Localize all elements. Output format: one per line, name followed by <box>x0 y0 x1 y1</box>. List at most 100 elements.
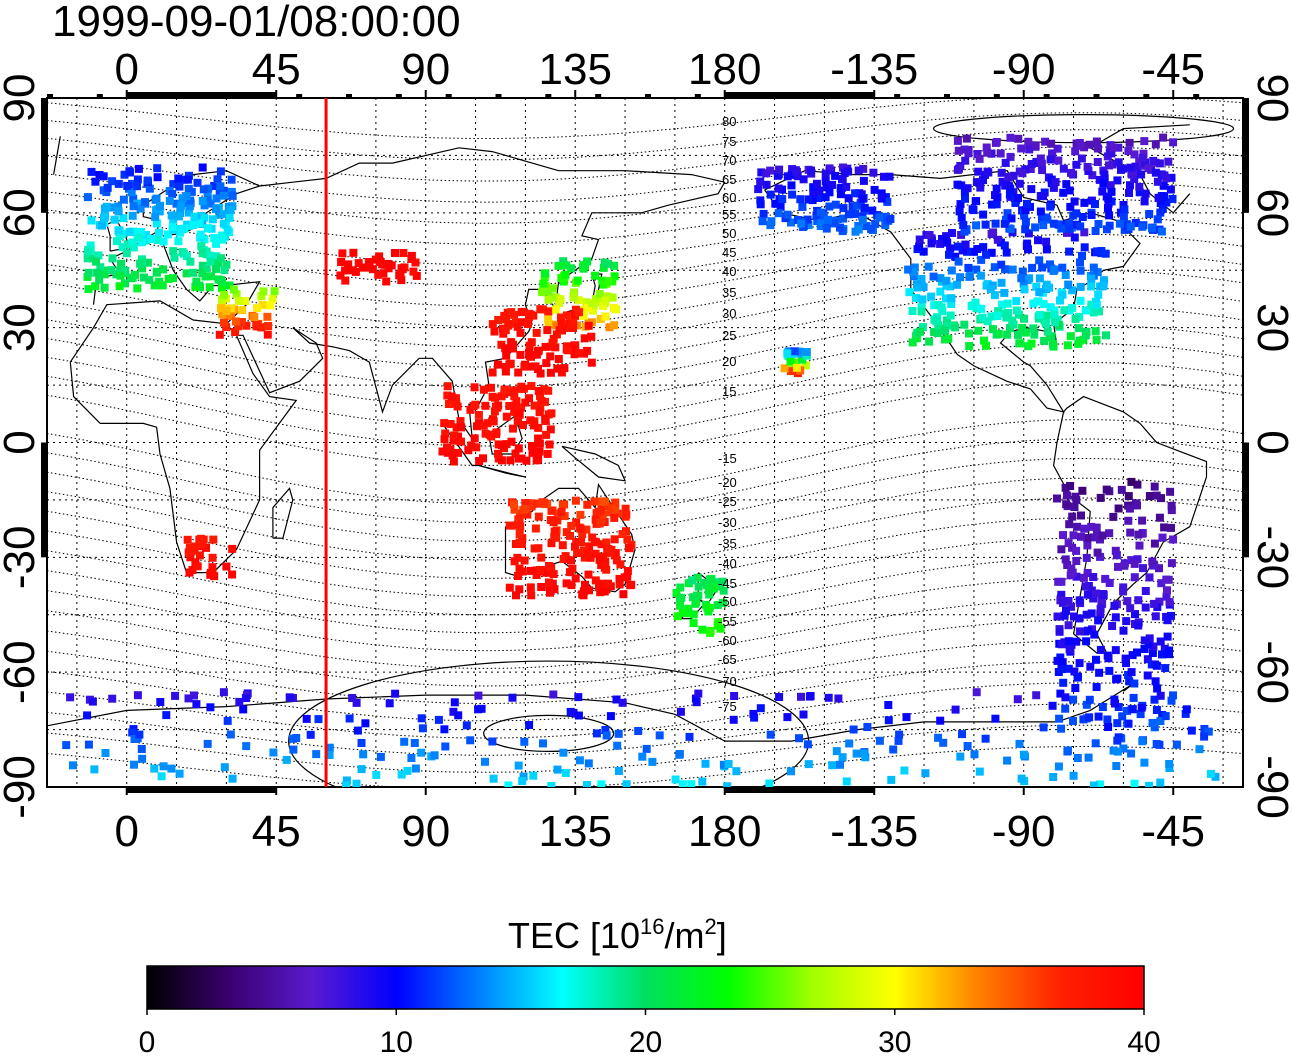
tec-cell <box>691 694 700 703</box>
tec-cell <box>387 261 396 270</box>
tec-cell <box>443 382 452 391</box>
tec-cell <box>452 395 460 404</box>
tec-cell <box>1138 222 1147 231</box>
tec-cell <box>584 570 593 579</box>
tec-cell <box>936 716 945 725</box>
tec-cell <box>1150 695 1159 704</box>
tec-cell <box>171 691 180 700</box>
tec-cell <box>842 777 851 786</box>
tec-cell <box>397 264 406 273</box>
tec-cell <box>919 283 928 292</box>
coastline-path <box>69 300 298 574</box>
tec-cell <box>1048 149 1057 158</box>
tec-cell <box>997 168 1006 177</box>
tec-cell <box>1109 143 1118 152</box>
tec-cell <box>1099 179 1108 188</box>
tec-cell <box>516 328 525 337</box>
tec-cell <box>199 185 208 194</box>
tec-cell <box>1115 219 1124 228</box>
tec-cell <box>925 337 934 346</box>
tec-cell <box>1038 263 1047 272</box>
tec-cell <box>1114 562 1122 571</box>
tec-cell <box>545 440 554 449</box>
tec-cell <box>869 168 878 177</box>
tec-cell <box>1069 695 1078 704</box>
tec-cell <box>604 277 613 286</box>
tec-cell <box>595 555 604 564</box>
tec-cell <box>358 263 367 272</box>
contour-line <box>47 419 1243 505</box>
tec-cell <box>95 275 104 284</box>
frame-tick-top <box>1043 94 1050 98</box>
tec-cell <box>936 239 945 248</box>
tec-cell <box>948 229 956 237</box>
tec-cell <box>133 175 142 184</box>
tec-cell <box>526 566 535 575</box>
tec-cell <box>1118 712 1127 721</box>
tec-cell <box>672 588 681 597</box>
tec-cell <box>1156 208 1165 217</box>
tec-cell <box>135 730 144 739</box>
tec-cell <box>718 598 727 607</box>
tec-cell <box>1042 237 1051 246</box>
tec-cell <box>512 318 520 327</box>
tec-cell <box>1092 683 1101 691</box>
tec-cell <box>1068 512 1077 521</box>
tec-cell <box>1012 297 1021 306</box>
tec-cell <box>238 306 247 315</box>
tec-cell <box>1152 661 1161 670</box>
tec-cell <box>186 553 195 562</box>
tec-cell <box>1069 531 1078 540</box>
tec-cell <box>517 454 526 463</box>
tec-cell <box>1084 753 1093 762</box>
tec-cell <box>450 698 459 707</box>
tec-cell <box>1133 555 1142 564</box>
tec-cell <box>203 739 212 748</box>
tec-cell <box>624 543 633 552</box>
contour-line <box>47 537 1243 616</box>
tec-cell <box>930 328 939 336</box>
tec-cell <box>1081 627 1090 636</box>
tec-cell <box>1093 247 1102 256</box>
tec-cell <box>1135 182 1144 191</box>
tec-cell <box>225 213 234 222</box>
tec-cell <box>441 429 450 438</box>
tec-cell <box>241 694 250 702</box>
tec-cell <box>193 178 202 187</box>
tec-cell <box>1033 297 1042 306</box>
tec-cell <box>1087 300 1096 309</box>
tec-cell <box>1012 306 1021 315</box>
tec-cell <box>205 251 214 260</box>
tec-cell <box>1039 300 1048 309</box>
tec-cell <box>1027 160 1036 168</box>
tec-cell <box>975 767 984 776</box>
tec-cell <box>1062 500 1071 509</box>
tec-cell <box>1063 491 1071 500</box>
tec-cell <box>904 265 913 274</box>
tec-cell <box>1000 241 1009 250</box>
y-tick-label-left: 30 <box>0 303 44 352</box>
tec-cell <box>591 271 600 280</box>
tec-cell <box>546 425 555 434</box>
tec-cell <box>141 230 150 239</box>
tec-cell <box>774 184 783 193</box>
tec-cell <box>953 280 962 289</box>
tec-cell <box>488 368 497 377</box>
tec-cell <box>1167 611 1175 620</box>
tec-cell <box>1098 531 1107 540</box>
tec-cell <box>1075 627 1084 636</box>
tec-cell <box>1050 310 1059 319</box>
tec-cell <box>988 200 996 209</box>
tec-cell <box>816 222 825 230</box>
tec-cell <box>795 347 804 356</box>
tec-cell <box>1054 156 1063 165</box>
tec-cell <box>822 183 831 192</box>
tec-cell <box>1151 140 1160 149</box>
tec-cell <box>976 183 985 192</box>
tec-cell <box>610 513 619 522</box>
tec-cell <box>1096 645 1105 654</box>
tec-cell <box>963 184 972 193</box>
tec-cell <box>266 301 275 310</box>
tec-cell <box>1077 532 1085 541</box>
tec-cell <box>216 182 225 191</box>
